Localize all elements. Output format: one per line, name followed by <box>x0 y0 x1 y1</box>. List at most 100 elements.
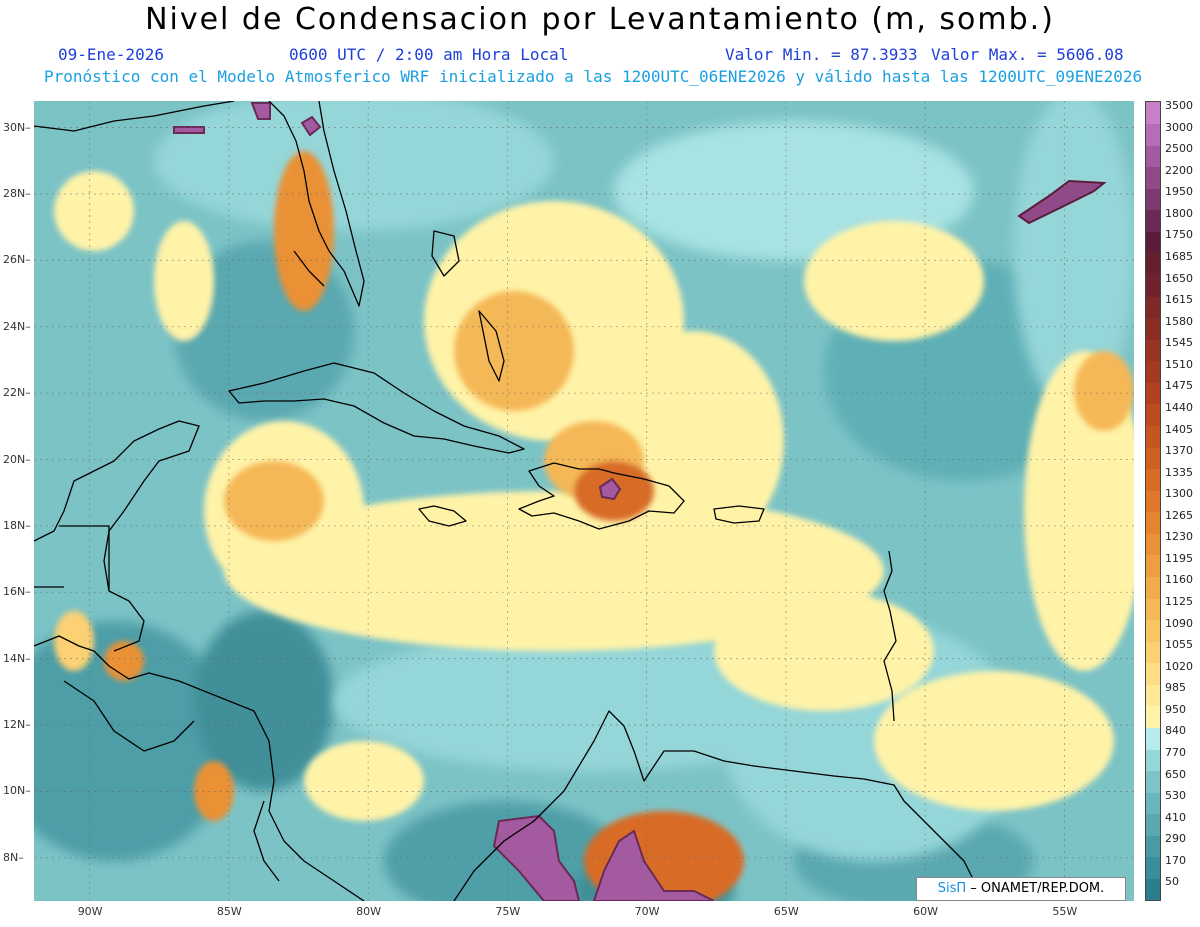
lon-tick-label: 85W <box>216 905 242 918</box>
colorbar-label: 1265 <box>1165 508 1193 522</box>
lat-tick-label: 8N– <box>3 850 24 864</box>
colorbar-segment <box>1146 447 1160 470</box>
lat-tick-label: 28N– <box>3 186 31 200</box>
colorbar-label: 1125 <box>1165 595 1193 609</box>
colorbar <box>1145 101 1161 901</box>
colorbar-label: 1800 <box>1165 206 1193 220</box>
colorbar-segment <box>1146 317 1160 340</box>
colorbar-segment <box>1146 425 1160 448</box>
colorbar-label: 1510 <box>1165 357 1193 371</box>
colorbar-label: 985 <box>1165 681 1186 695</box>
colorbar-segment <box>1146 792 1160 815</box>
credit-box: SisΠ – ONAMET/REP.DOM. <box>916 877 1126 901</box>
colorbar-segment <box>1146 684 1160 707</box>
lat-tick-label: 22N– <box>3 386 31 400</box>
colorbar-label: 1090 <box>1165 616 1193 630</box>
colorbar-label: 3000 <box>1165 120 1193 134</box>
colorbar-segment <box>1146 231 1160 254</box>
colorbar-label: 50 <box>1165 875 1179 889</box>
lat-tick-label: 14N– <box>3 651 31 665</box>
colorbar-label: 1230 <box>1165 530 1193 544</box>
colorbar-segment <box>1146 598 1160 621</box>
colorbar-segment <box>1146 123 1160 146</box>
colorbar-label: 1405 <box>1165 422 1193 436</box>
colorbar-segment <box>1146 835 1160 858</box>
lon-tick-label: 55W <box>1052 905 1078 918</box>
valid-time: 0600 UTC / 2:00 am Hora Local <box>289 45 569 64</box>
colorbar-segment <box>1146 166 1160 189</box>
lat-tick-label: 10N– <box>3 784 31 798</box>
lat-tick-label: 18N– <box>3 518 31 532</box>
colorbar-segment <box>1146 296 1160 319</box>
sispi-logo-text: SisΠ <box>937 881 967 896</box>
colorbar-label: 1580 <box>1165 314 1193 328</box>
lat-tick-label: 20N– <box>3 452 31 466</box>
lon-tick-label: 70W <box>634 905 660 918</box>
lat-lon-grid <box>34 101 1134 901</box>
colorbar-label: 1335 <box>1165 465 1193 479</box>
lat-tick-label: 30N– <box>3 120 31 134</box>
colorbar-label: 1300 <box>1165 487 1193 501</box>
colorbar-label: 1615 <box>1165 293 1193 307</box>
colorbar-label: 1370 <box>1165 444 1193 458</box>
field-purple <box>173 102 1107 901</box>
valid-date: 09-Ene-2026 <box>58 45 164 64</box>
colorbar-segment <box>1146 468 1160 491</box>
colorbar-segment <box>1146 619 1160 642</box>
colorbar-label: 1160 <box>1165 573 1193 587</box>
colorbar-segment <box>1146 360 1160 383</box>
colorbar-label: 840 <box>1165 724 1186 738</box>
coastlines <box>34 101 985 901</box>
colorbar-label: 530 <box>1165 789 1186 803</box>
lcl-map <box>34 101 1134 901</box>
colorbar-segment <box>1146 490 1160 513</box>
field-orange <box>54 151 1134 901</box>
colorbar-label: 1650 <box>1165 271 1193 285</box>
lon-tick-label: 65W <box>773 905 799 918</box>
colorbar-segment <box>1146 533 1160 556</box>
colorbar-segment <box>1146 749 1160 772</box>
colorbar-label: 1195 <box>1165 551 1193 565</box>
colorbar-label: 650 <box>1165 767 1186 781</box>
colorbar-segment <box>1146 727 1160 750</box>
colorbar-segment <box>1146 339 1160 362</box>
colorbar-label: 1475 <box>1165 379 1193 393</box>
colorbar-segment <box>1146 252 1160 276</box>
lat-tick-label: 16N– <box>3 585 31 599</box>
lon-tick-label: 60W <box>913 905 938 918</box>
colorbar-label: 410 <box>1165 810 1186 824</box>
colorbar-segment <box>1146 188 1160 211</box>
colorbar-label: 1545 <box>1165 336 1193 350</box>
colorbar-label: 2500 <box>1165 142 1193 156</box>
colorbar-label: 1950 <box>1165 185 1193 199</box>
colorbar-label: 950 <box>1165 702 1186 716</box>
colorbar-label: 1055 <box>1165 638 1193 652</box>
colorbar-segment <box>1146 382 1160 405</box>
colorbar-label: 290 <box>1165 832 1186 846</box>
colorbar-segment <box>1146 641 1160 664</box>
min-value: Valor Min. = 87.3933 <box>725 45 918 64</box>
map-title: Nivel de Condensacion por Levantamiento … <box>145 2 1055 37</box>
colorbar-label: 170 <box>1165 853 1186 867</box>
colorbar-segment <box>1146 511 1160 534</box>
colorbar-label: 3500 <box>1165 99 1193 112</box>
colorbar-label: 2200 <box>1165 163 1193 177</box>
lon-tick-label: 75W <box>495 905 521 918</box>
credit-text: – ONAMET/REP.DOM. <box>970 881 1105 896</box>
colorbar-label: 770 <box>1165 746 1186 760</box>
lat-tick-label: 24N– <box>3 319 31 333</box>
colorbar-segment <box>1146 856 1160 879</box>
colorbar-segment <box>1146 576 1160 599</box>
lon-tick-label: 80W <box>356 905 382 918</box>
forecast-info: Pronóstico con el Modelo Atmosferico WRF… <box>44 67 1143 86</box>
colorbar-segment <box>1146 878 1160 901</box>
colorbar-segment <box>1146 403 1160 426</box>
colorbar-label: 1685 <box>1165 249 1193 263</box>
colorbar-segment <box>1146 554 1160 577</box>
colorbar-segment <box>1146 705 1160 728</box>
lon-tick-label: 90W <box>77 905 103 918</box>
colorbar-segment <box>1146 209 1160 232</box>
colorbar-segment <box>1146 274 1160 297</box>
lat-tick-label: 26N– <box>3 253 31 267</box>
colorbar-segment <box>1146 662 1160 685</box>
